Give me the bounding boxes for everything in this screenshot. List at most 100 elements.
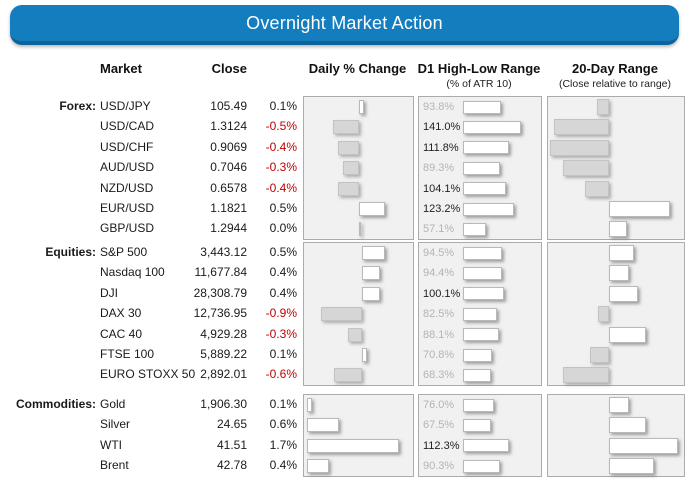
daily-change-value: 0.4% [269,285,297,300]
report-title-banner: Overnight Market Action [10,5,679,45]
daily-change-bar [307,459,329,474]
atr-range-bar [463,120,521,134]
atr-range-bar [463,141,509,155]
atr-range-label: 88.1% [423,328,455,341]
range-position-bar [550,139,609,156]
range-position-bar [609,417,646,434]
column-header-close: Close [211,61,247,76]
market-name: CAC 40 [100,326,143,341]
close-value: 0.9069 [210,139,247,154]
daily-change-value: -0.9% [265,306,297,321]
atr-range-bar [463,307,497,321]
atr-range-bar [463,348,493,362]
atr-range-label: 100.1% [423,287,461,300]
range-position-bar [553,119,609,136]
daily-change-bar [320,307,362,322]
atr-range-label: 57.1% [423,223,455,236]
market-name: FTSE 100 [100,347,155,361]
daily-change-bar [333,120,359,135]
atr-range-label: 112.3% [423,439,460,452]
daily-change-panel [303,394,414,478]
column-subheader-20day-range: (Close relative to range) [558,78,672,90]
market-name: USD/JPY [100,99,151,113]
range-position-panel [547,242,685,387]
atr-range-bar [463,398,495,412]
daily-change-value: -0.3% [265,160,297,175]
atr-range-label: 68.3% [423,369,455,382]
market-name: Brent [100,458,129,473]
daily-change-bar [307,418,340,433]
close-value: 41.51 [216,437,247,452]
market-name: NZD/USD [100,180,154,195]
column-subheader-d1-range: (% of ATR 10) [446,78,512,90]
close-value: 1.1821 [210,201,247,215]
market-name: USD/CAD [100,119,155,134]
daily-change-bar [348,327,362,342]
market-name: GBP/USD [100,221,155,236]
atr-range-label: 123.2% [423,203,461,215]
atr-range-label: 70.8% [423,349,455,361]
range-position-bar [609,397,630,413]
market-name: Silver [100,417,131,432]
close-value: 2,892.01 [200,367,247,382]
daily-change-bar [362,348,367,362]
close-value: 5,889.22 [200,347,247,361]
daily-change-bar [359,202,385,216]
range-position-bar [609,265,630,282]
close-value: 105.49 [210,99,247,113]
daily-change-value: -0.6% [265,367,297,382]
range-position-bar [563,367,609,384]
close-value: 3,443.12 [200,245,247,259]
page-title: Overnight Market Action [246,12,443,33]
range-position-bar [598,306,609,323]
atr-range-bar [463,246,502,260]
daily-change-value: 0.5% [269,245,297,259]
daily-change-bar [338,140,359,155]
atr-range-bar [463,202,514,216]
atr-range-bar [463,266,502,280]
daily-change-value: 0.6% [269,417,297,432]
daily-change-value: -0.5% [265,119,297,134]
atr-range-label: 82.5% [423,308,455,321]
close-value: 24.65 [216,417,247,432]
atr-range-bar [463,439,510,453]
group-label: Forex: [59,99,96,113]
daily-change-bar [359,100,365,114]
range-position-bar [609,285,639,302]
column-header-daily-change: Daily % Change [308,61,407,76]
range-position-panel [547,394,685,478]
range-position-bar [609,245,634,261]
daily-change-value: -0.3% [265,326,297,341]
market-name: EURO STOXX 50 [100,367,196,382]
market-name: WTI [100,437,122,452]
column-header-20day-range: 20-Day Range [572,61,658,76]
atr-range-label: 76.0% [423,399,455,411]
market-name: Gold [100,397,126,411]
market-name: EUR/USD [100,201,155,215]
daily-change-bar [362,266,381,281]
daily-change-value: 0.1% [269,99,297,113]
atr-range-label: 89.3% [423,162,455,175]
close-value: 0.6578 [210,180,247,195]
range-position-bar [589,347,609,363]
atr-range-bar [463,182,506,196]
daily-change-panel [303,242,414,387]
close-value: 1,906.30 [200,397,247,411]
daily-change-value: 0.4% [269,265,297,280]
atr-range-label: 94.4% [423,267,455,280]
atr-range-panel: 94.5% 94.4% 100.1% 82.5% 88.1% 70.8% 68.3% [418,242,542,387]
daily-change-bar [334,368,362,383]
daily-change-value: 1.7% [269,437,297,452]
daily-change-value: 0.4% [269,458,297,473]
market-name: AUD/USD [100,160,155,175]
range-position-bar [609,458,655,475]
atr-range-panel: 76.0% 67.5% 112.3% 90.3% [418,394,542,478]
atr-range-label: 141.0% [423,121,461,134]
market-name: DAX 30 [100,306,142,321]
close-value: 4,929.28 [200,326,247,341]
range-position-bar [563,160,609,177]
atr-range-label: 111.8% [423,141,459,154]
daily-change-bar [359,222,361,237]
range-position-bar [609,437,678,454]
